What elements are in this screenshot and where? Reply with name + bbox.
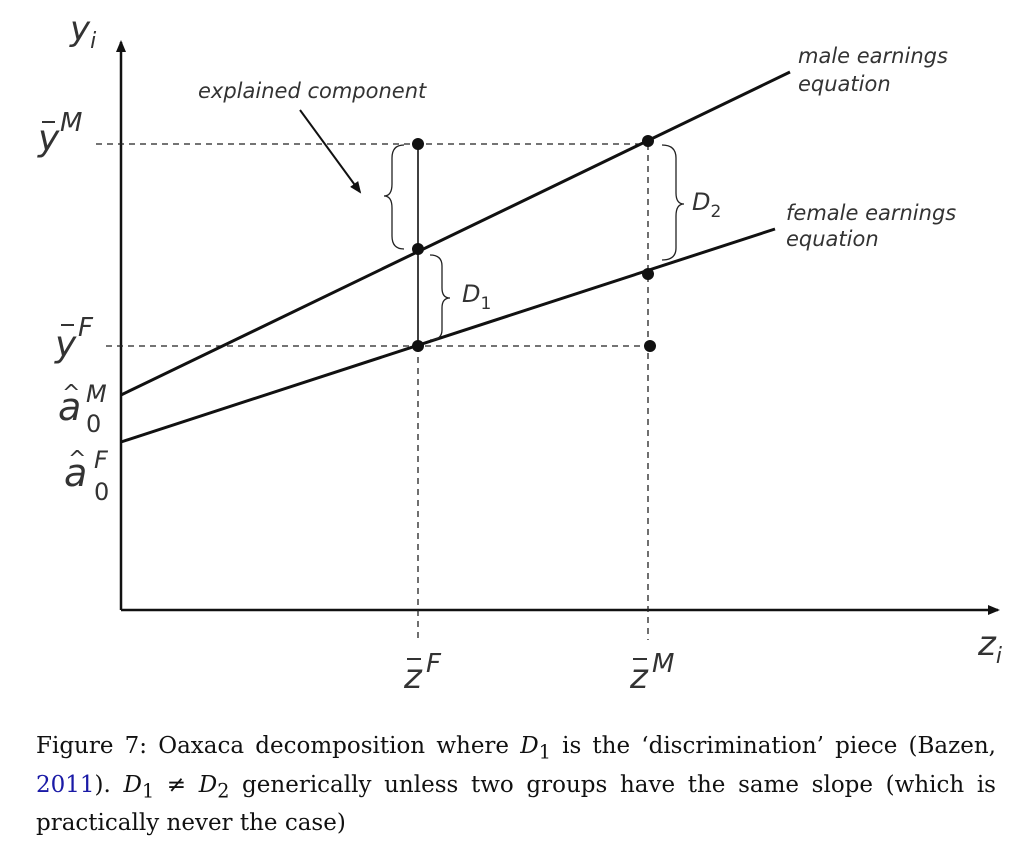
female-earnings-label: female earnings bbox=[786, 201, 956, 225]
male-earnings-label: male earnings bbox=[798, 44, 948, 68]
svg-text:z: z bbox=[629, 657, 649, 697]
svg-text:M: M bbox=[60, 108, 82, 138]
y-axis-label: yi bbox=[69, 9, 96, 54]
zbar-m-label: z M bbox=[629, 649, 674, 697]
svg-text:F: F bbox=[94, 446, 109, 474]
svg-text:0: 0 bbox=[86, 410, 101, 438]
svg-text:a: a bbox=[58, 385, 81, 429]
citation-link[interactable]: 2011 bbox=[36, 771, 95, 798]
female-earnings-line bbox=[120, 227, 776, 444]
point-zf-yf bbox=[412, 340, 424, 352]
svg-text:M: M bbox=[86, 380, 107, 408]
x-axis-label: zi bbox=[977, 624, 1002, 669]
d1-label: D1 bbox=[462, 280, 491, 314]
svg-text:^: ^ bbox=[62, 381, 80, 406]
female-earnings-label-line2: equation bbox=[786, 227, 879, 251]
d1-brace bbox=[429, 254, 451, 341]
figure-caption: Figure 7: Oaxaca decomposition where D1 … bbox=[36, 733, 996, 837]
d2-brace bbox=[661, 144, 685, 261]
oaxaca-decomposition-diagram: yi zi y M y F ^ a M 0 ^ a F 0 z F z M ex… bbox=[37, 9, 1002, 697]
explained-component-brace bbox=[383, 144, 405, 250]
ybar-m-label: y M bbox=[37, 108, 82, 159]
male-earnings-line bbox=[120, 70, 791, 397]
svg-text:y: y bbox=[37, 118, 60, 159]
d2-label: D2 bbox=[692, 188, 721, 222]
svg-text:^: ^ bbox=[68, 447, 86, 472]
svg-text:F: F bbox=[78, 313, 94, 343]
zbar-f-label: z F bbox=[403, 649, 442, 697]
point-zf-male-line bbox=[412, 243, 424, 255]
a0-m-label: ^ a M 0 bbox=[58, 380, 107, 438]
explained-component-label: explained component bbox=[198, 79, 427, 103]
ybar-f-label: y F bbox=[54, 313, 94, 365]
svg-text:y: y bbox=[54, 324, 77, 365]
point-zm-female-line bbox=[642, 268, 654, 280]
svg-text:F: F bbox=[426, 649, 442, 679]
a0-f-label: ^ a F 0 bbox=[64, 446, 109, 506]
point-zf-ym bbox=[412, 138, 424, 150]
svg-text:0: 0 bbox=[94, 478, 109, 506]
svg-text:M: M bbox=[652, 649, 674, 679]
svg-text:z: z bbox=[403, 657, 423, 697]
point-zm-ym bbox=[642, 135, 654, 147]
explained-component-arrow bbox=[299, 109, 362, 194]
point-zm-yf bbox=[644, 340, 656, 352]
svg-text:a: a bbox=[64, 451, 87, 495]
male-earnings-label-line2: equation bbox=[798, 72, 891, 96]
